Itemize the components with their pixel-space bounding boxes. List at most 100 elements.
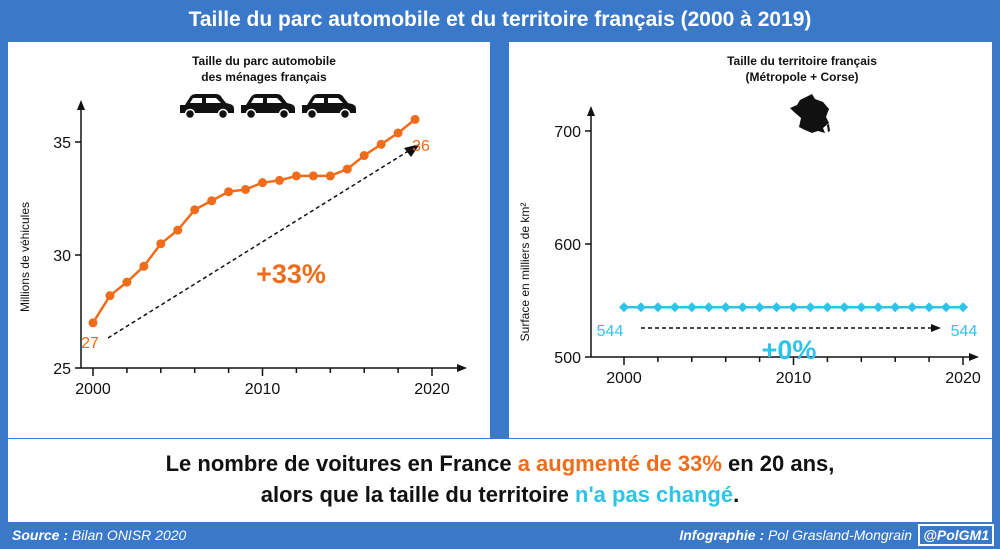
series-path [91,118,416,324]
data-point [359,151,369,161]
data-point [410,114,420,124]
y-axis-arrow [587,106,595,116]
data-point [788,302,799,313]
change-label: +0% [762,335,817,365]
change-label: +33% [256,259,326,289]
page-title: Taille du parc automobile et du territoi… [188,8,812,31]
conclusion-text: Le nombre de voitures en France a augmen… [8,439,992,522]
chart-title: Taille du parc automobile [192,54,336,68]
france-map-icon [790,94,830,133]
author-handle[interactable]: @PolGM1 [918,524,994,546]
car-icon [180,94,234,120]
y-ticks: 25 30 35 [53,135,81,378]
end-value-label: 36 [412,138,430,155]
data-point [907,302,918,313]
data-point [122,277,132,287]
data-point [703,302,714,313]
data-point [669,302,680,313]
data-point [325,171,335,181]
data-point [241,184,251,194]
data-point [737,302,748,313]
y-ticks: 500 600 700 [554,124,591,367]
start-value-label: 544 [597,323,624,340]
data-point [754,302,765,313]
data-point [342,164,352,174]
x-ticks: 2000 2010 2020 [606,357,981,387]
x-axis-arrow [457,364,467,372]
credit-label: Infographie : [679,527,765,543]
conclusion-line-1: Le nombre de voitures en France a augmen… [8,448,992,479]
trend-arrow-head [931,324,941,332]
conclusion-part: Le nombre de voitures en France [165,451,518,476]
start-value-label: 27 [81,335,99,352]
series-line [88,114,420,328]
data-point [873,302,884,313]
conclusion-part: . [733,482,740,507]
data-point [941,302,952,313]
credit-value: Pol Grasland-Mongrain [764,527,912,543]
x-tick-label: 2000 [606,370,642,387]
x-tick-label: 2010 [245,381,281,398]
data-point [720,302,731,313]
data-point [88,318,98,328]
data-point [619,302,629,313]
car-fleet-panel: Taille du parc automobile des ménages fr… [8,42,490,438]
data-point [958,302,968,313]
y-axis-arrow [77,100,85,110]
data-point [635,302,646,313]
trend-arrow [107,149,411,339]
chart-title: Taille du territoire français [727,54,877,68]
x-axis-arrow [969,353,979,361]
x-ticks: 2000 2010 2020 [75,368,450,398]
data-point [839,302,850,313]
source-note: Source : Bilan ONISR 2020 [12,527,186,543]
footer: Source : Bilan ONISR 2020 Infographie : … [0,522,1000,549]
data-point [274,175,284,185]
conclusion-part: en 20 ans, [721,451,835,476]
y-axis-label: Millions de véhicules [18,202,32,312]
x-tick-label: 2010 [776,370,812,387]
y-tick-label: 30 [53,248,71,265]
car-fleet-chart: Taille du parc automobile des ménages fr… [18,54,467,398]
y-tick-label: 25 [53,361,71,378]
x-tick-label: 2000 [75,381,111,398]
data-point [856,302,867,313]
y-tick-label: 35 [53,135,71,152]
source-label: Source : [12,527,69,543]
data-point [105,291,115,301]
data-point [258,178,267,188]
conclusion-line-2: alors que la taille du territoire n'a pa… [8,479,992,510]
trend-arrow-head [404,144,420,157]
territory-panel: Taille du territoire français (Métropole… [509,42,992,438]
data-point [890,302,901,313]
data-point [822,302,833,313]
x-tick-label: 2020 [414,381,450,398]
y-tick-label: 700 [554,124,581,141]
data-point [224,187,234,197]
data-point [686,302,697,313]
data-point [308,171,318,181]
data-point [652,302,663,313]
conclusion-part: alors que la taille du territoire [260,482,575,507]
data-point [771,302,782,313]
data-point [190,205,200,215]
y-axis-label-text: Surface en milliers de km² [518,203,532,342]
x-tick-label: 2020 [945,370,981,387]
chart-subtitle: des ménages français [201,70,327,84]
data-point [139,261,149,271]
conclusion-highlight-increase: a augmenté de 33% [517,451,722,476]
y-tick-label: 600 [554,237,581,254]
chart-subtitle: (Métropole + Corse) [745,70,858,84]
y-axis-label: Surface en milliers de km² [518,203,532,342]
y-tick-label: 500 [554,350,581,367]
data-point [173,225,183,235]
data-point [376,139,386,149]
end-value-label: 544 [951,323,978,340]
data-point [156,239,166,249]
data-point [207,196,217,206]
credit-note: Infographie : Pol Grasland-Mongrain [679,527,912,543]
car-icon [302,94,356,120]
territory-chart: Taille du territoire français (Métropole… [518,54,981,387]
series-line [619,302,968,313]
data-point [924,302,935,313]
